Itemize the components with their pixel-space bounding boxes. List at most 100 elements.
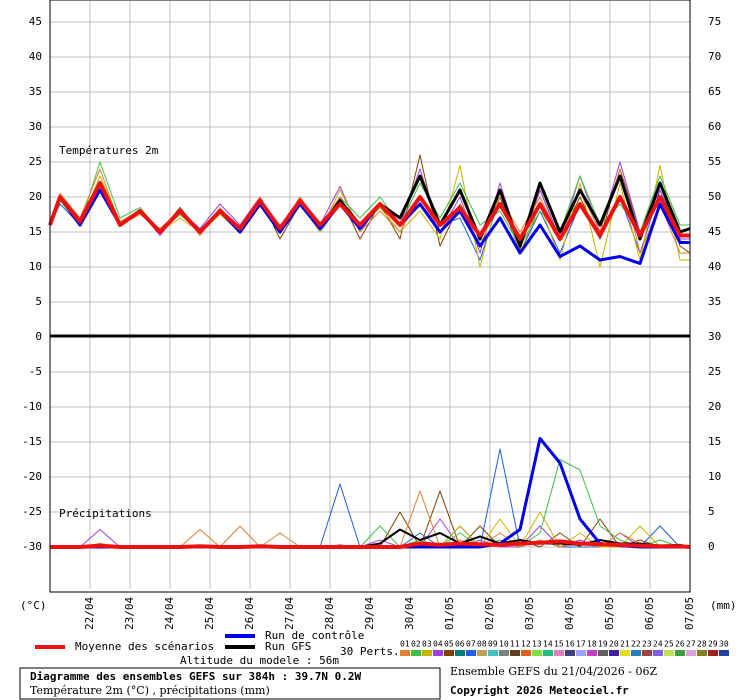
footer-title: Diagramme des ensembles GEFS sur 384h : … xyxy=(30,670,362,683)
y-tick-label: 45 xyxy=(29,15,42,28)
pert-label: 11 xyxy=(510,640,520,649)
y-tick-label: 30 xyxy=(29,120,42,133)
y-tick-label: 5 xyxy=(35,295,42,308)
pert-label: 16 xyxy=(565,640,575,649)
series-line xyxy=(50,539,691,549)
y-tick-label: -20 xyxy=(22,470,42,483)
plot-layer: 510152025303540453540455055606570750-5-1… xyxy=(22,0,729,656)
x-tick-label: 22/04 xyxy=(83,597,96,630)
x-tick-label: 05/05 xyxy=(603,597,616,630)
pert-label: 08 xyxy=(477,640,487,649)
pert-swatch xyxy=(565,650,575,656)
pert-label: 22 xyxy=(631,640,641,649)
pert-label: 20 xyxy=(609,640,619,649)
y-axis-label: (°C) xyxy=(20,599,47,612)
y2-tick-label: 40 xyxy=(708,260,721,273)
pert-swatch xyxy=(631,650,641,656)
pert-swatch xyxy=(400,650,410,656)
y2-tick-label: 50 xyxy=(708,190,721,203)
pert-swatch xyxy=(411,650,421,656)
y2-tick-label: 15 xyxy=(708,435,721,448)
pert-swatch xyxy=(521,650,531,656)
x-tick-label: 25/04 xyxy=(203,597,216,630)
pert-label: 23 xyxy=(642,640,652,649)
x-tick-label: 06/05 xyxy=(643,597,656,630)
pert-label: 24 xyxy=(653,640,663,649)
y2-tick-label: 55 xyxy=(708,155,721,168)
pert-label: 26 xyxy=(675,640,685,649)
x-tick-label: 29/04 xyxy=(363,597,376,630)
legend-label: Run GFS xyxy=(265,640,311,653)
x-tick-label: 28/04 xyxy=(323,597,336,630)
x-tick-label: 23/04 xyxy=(123,597,136,630)
y-tick-label: -30 xyxy=(22,540,42,553)
perts-label: 30 Perts. xyxy=(340,645,400,658)
x-tick-label: 24/04 xyxy=(163,597,176,630)
y-tick-label: 25 xyxy=(29,155,42,168)
y2-tick-label: 30 xyxy=(708,330,721,343)
pert-swatch xyxy=(719,650,729,656)
pert-swatch xyxy=(598,650,608,656)
y2-tick-label: 0 xyxy=(708,540,715,553)
y-tick-label: -5 xyxy=(29,365,42,378)
pert-swatch xyxy=(477,650,487,656)
x-tick-label: 30/04 xyxy=(403,597,416,630)
x-tick-label: 07/05 xyxy=(683,597,696,630)
pert-label: 13 xyxy=(532,640,542,649)
legend-label: Run de contrôle xyxy=(265,629,364,642)
pert-label: 09 xyxy=(488,640,498,649)
pert-label: 03 xyxy=(422,640,432,649)
copyright: Copyright 2026 Meteociel.fr xyxy=(450,684,629,697)
pert-swatch xyxy=(664,650,674,656)
footer-box xyxy=(19,667,441,700)
x-tick-label: 03/05 xyxy=(523,597,536,630)
series-line xyxy=(48,181,690,241)
pert-label: 29 xyxy=(708,640,718,649)
pert-label: 14 xyxy=(543,640,553,649)
y2-tick-label: 5 xyxy=(708,505,715,518)
pert-label: 30 xyxy=(719,640,729,649)
pert-swatch xyxy=(675,650,685,656)
y-tick-label: 10 xyxy=(29,260,42,273)
y2-tick-label: 45 xyxy=(708,225,721,238)
pert-label: 19 xyxy=(598,640,608,649)
y-tick-label: -25 xyxy=(22,505,42,518)
y2-tick-label: 60 xyxy=(708,120,721,133)
pert-swatch xyxy=(422,650,432,656)
pert-swatch xyxy=(686,650,696,656)
y-tick-label: -10 xyxy=(22,400,42,413)
plot-frame xyxy=(49,0,691,593)
pert-label: 10 xyxy=(499,640,509,649)
pert-label: 02 xyxy=(411,640,421,649)
pert-swatch xyxy=(609,650,619,656)
pert-swatch xyxy=(532,650,542,656)
y2-axis-label: (mm) xyxy=(710,599,737,612)
y2-tick-label: 70 xyxy=(708,50,721,63)
y-tick-label: 40 xyxy=(29,50,42,63)
pert-label: 15 xyxy=(554,640,564,649)
pert-swatch xyxy=(708,650,718,656)
pert-swatch xyxy=(510,650,520,656)
pert-label: 01 xyxy=(400,640,410,649)
y2-tick-label: 20 xyxy=(708,400,721,413)
pert-swatch xyxy=(554,650,564,656)
pert-label: 05 xyxy=(444,640,454,649)
y2-tick-label: 25 xyxy=(708,365,721,378)
pert-swatch xyxy=(543,650,553,656)
pert-swatch xyxy=(499,650,509,656)
temp-panel-title: Températures 2m xyxy=(59,144,159,157)
pert-swatch xyxy=(642,650,652,656)
pert-swatch xyxy=(620,650,630,656)
pert-swatch xyxy=(455,650,465,656)
y2-tick-label: 75 xyxy=(708,15,721,28)
precip-panel-title: Précipitations xyxy=(59,507,152,520)
pert-swatch xyxy=(466,650,476,656)
x-tick-label: 26/04 xyxy=(243,597,256,630)
x-tick-label: 27/04 xyxy=(283,597,296,630)
y-tick-label: 0 xyxy=(35,330,42,343)
y2-tick-label: 65 xyxy=(708,85,721,98)
pert-label: 25 xyxy=(664,640,674,649)
footer-subtitle: Température 2m (°C) , précipitations (mm… xyxy=(30,684,270,697)
y-tick-label: 15 xyxy=(29,225,42,238)
